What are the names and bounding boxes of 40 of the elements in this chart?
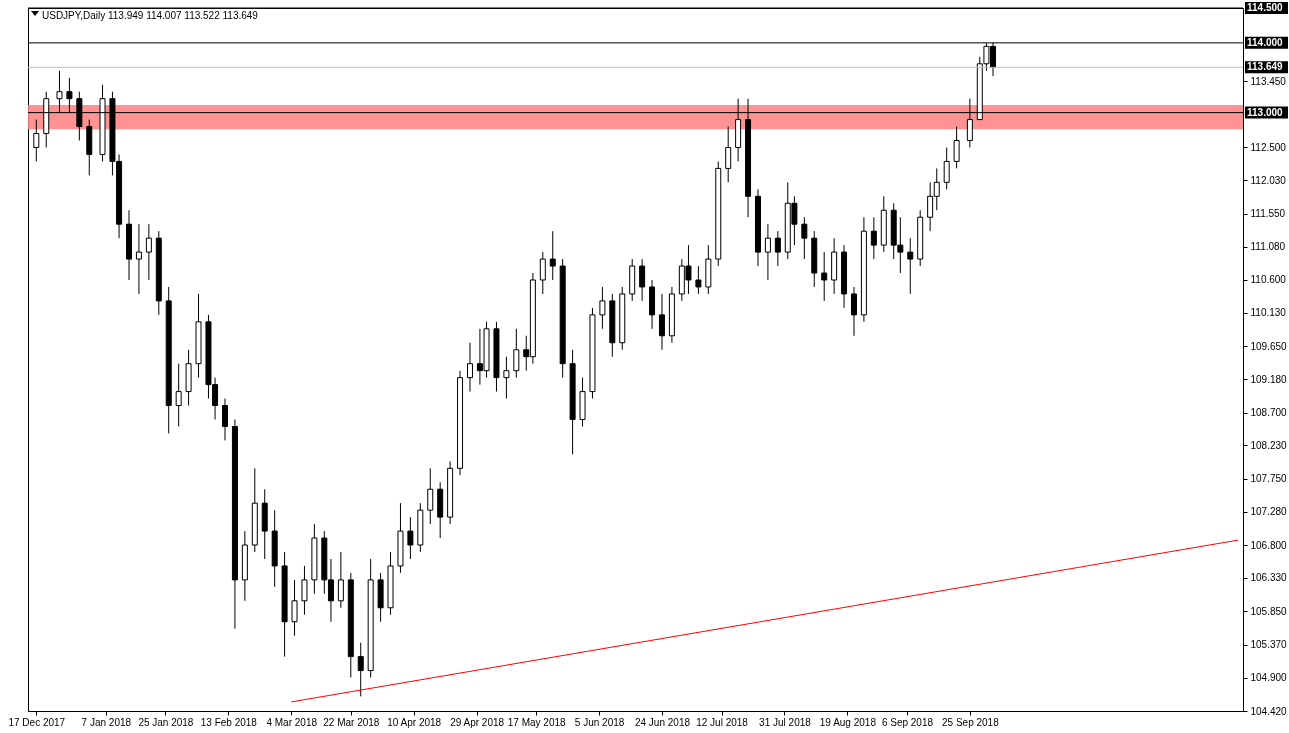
ref-line-label: 114.500 [1247, 2, 1284, 13]
y-tick-label: 104.900 [1250, 672, 1288, 684]
y-tick-label: 109.650 [1250, 340, 1288, 352]
y-tick-label: 107.280 [1250, 506, 1288, 518]
ref-line-label: 113.649 [1247, 61, 1284, 73]
y-tick-label: 113.450 [1250, 75, 1287, 87]
y-tick-label: 110.600 [1250, 274, 1287, 286]
x-tick-label: 22 Mar 2018 [323, 716, 380, 728]
x-tick-label: 24 Jun 2018 [634, 716, 691, 728]
y-tick-label: 112.500 [1250, 141, 1287, 153]
ref-line-label: 114.000 [1247, 36, 1284, 48]
y-tick-label: 111.080 [1250, 241, 1286, 253]
y-tick-label: 106.800 [1250, 539, 1288, 551]
chart-title: USDJPY,Daily 113.949 114.007 113.522 113.649 [42, 10, 259, 21]
x-tick-label: 6 Sep 2018 [881, 716, 934, 728]
ref-line-label: 113.000 [1247, 106, 1284, 118]
x-tick-label: 13 Feb 2018 [200, 716, 258, 728]
y-tick-label: 110.130 [1250, 307, 1287, 319]
x-tick-label: 29 Apr 2018 [450, 716, 505, 728]
y-tick-label: 108.700 [1250, 407, 1288, 418]
x-tick-label: 31 Jul 2018 [759, 716, 812, 728]
y-tick-label: 105.370 [1250, 639, 1288, 651]
x-tick-label: 4 Mar 2018 [266, 716, 318, 728]
x-tick-label: 19 Aug 2018 [819, 716, 877, 728]
x-tick-label: 17 May 2018 [507, 716, 567, 728]
y-tick-label: 108.230 [1250, 439, 1288, 451]
y-tick-label: 104.420 [1250, 705, 1288, 717]
x-tick-label: 25 Sep 2018 [941, 716, 1000, 728]
y-tick-label: 112.030 [1250, 174, 1287, 186]
x-tick-label: 12 Jul 2018 [696, 716, 749, 728]
x-tick-label: 10 Apr 2018 [387, 716, 442, 728]
y-tick-label: 106.330 [1250, 572, 1288, 584]
x-tick-label: 5 Jun 2018 [574, 716, 625, 728]
x-tick-label: 17 Dec 2017 [8, 716, 66, 728]
y-tick-label: 111.550 [1250, 208, 1286, 220]
x-tick-label: 7 Jan 2018 [81, 716, 132, 728]
y-tick-label: 105.850 [1250, 605, 1288, 617]
x-tick-label: 25 Jan 2018 [138, 716, 194, 728]
y-tick-label: 107.750 [1250, 473, 1288, 485]
y-tick-label: 109.180 [1250, 373, 1288, 385]
